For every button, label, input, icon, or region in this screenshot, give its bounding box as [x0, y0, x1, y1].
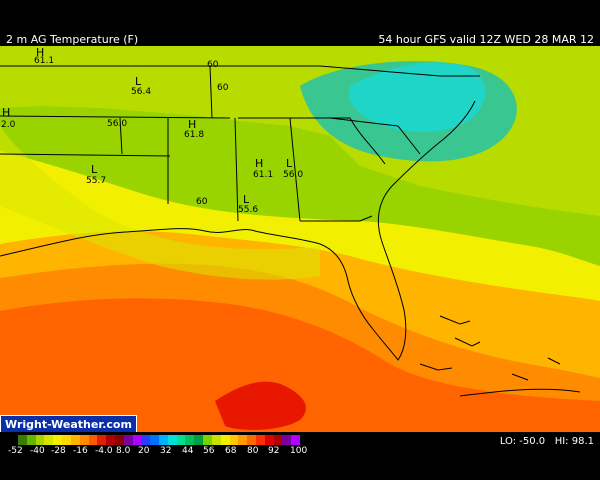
color-swatch: [26, 435, 36, 445]
color-swatch: [185, 435, 195, 445]
tick-label: 8.0: [116, 446, 131, 456]
color-swatch: [238, 435, 248, 445]
color-swatch: [132, 435, 142, 445]
color-swatch: [97, 435, 107, 445]
islands: [419, 315, 581, 397]
tick-label: 68: [225, 446, 237, 456]
tick-label: -28: [51, 446, 66, 456]
map-label: 61.1: [34, 56, 55, 66]
color-swatch: [62, 435, 71, 445]
map-label: 56.0: [107, 119, 128, 129]
color-swatch: [79, 435, 89, 445]
map-title: 2 m AG Temperature (F): [6, 33, 139, 46]
color-swatch: [211, 435, 221, 445]
color-swatch: [35, 435, 45, 445]
map-label: L: [243, 193, 250, 206]
temperature-map: [0, 46, 600, 432]
color-swatch: [194, 435, 204, 445]
color-swatch: [229, 435, 239, 445]
color-swatch: [159, 435, 168, 445]
map-label: H: [188, 118, 197, 131]
color-scale-ticks: -52 -40 -28 -16 -4.0 8.0 20 32 44 56 68 80 92 100: [0, 446, 320, 460]
map-label: L: [135, 75, 142, 88]
map-label: H: [255, 157, 264, 170]
lo-hi-stats: LO: -50.0 HI: 98.1: [500, 436, 594, 447]
tick-label: 92: [268, 446, 280, 456]
color-swatch: [70, 435, 80, 445]
tick-label: -4.0: [95, 446, 113, 456]
color-swatch: [18, 435, 27, 445]
field-orange-dark: [0, 298, 600, 432]
map-canvas: [0, 46, 600, 432]
map-outlines: [0, 65, 480, 361]
tick-label: -16: [73, 446, 88, 456]
map-label: 60: [217, 83, 229, 93]
color-swatch: [220, 435, 230, 445]
lo-value: LO: -50.0: [499, 436, 546, 447]
color-swatch: [88, 435, 98, 445]
color-swatch: [282, 435, 292, 445]
field-hot-spot: [215, 381, 306, 430]
map-label: 60: [196, 197, 208, 207]
tick-label: 56: [203, 446, 215, 456]
field-cool-core: [349, 62, 485, 133]
map-label: 61.1: [253, 170, 274, 180]
map-label: 2.0: [1, 120, 16, 130]
map-label: L: [286, 157, 293, 170]
color-swatch: [44, 435, 54, 445]
color-swatch: [264, 435, 274, 445]
color-swatch: [176, 435, 186, 445]
color-swatch: [106, 435, 115, 445]
map-label: 55.7: [86, 176, 107, 186]
map-label: 56.0: [283, 170, 304, 180]
tick-label: 32: [160, 446, 172, 456]
color-swatch: [203, 435, 212, 445]
field-transition: [0, 126, 320, 280]
map-label: 60: [207, 60, 219, 70]
tick-label: -40: [30, 446, 45, 456]
legend-bar: -52 -40 -28 -16 -4.0 8.0 20 32 44 56 68 80 92 100 LO:…: [0, 432, 600, 480]
map-label: 56.4: [131, 87, 152, 97]
color-swatch: [123, 435, 133, 445]
color-swatch: [291, 435, 300, 445]
tick-label: 20: [138, 446, 150, 456]
color-scale: [18, 435, 300, 445]
color-swatch: [141, 435, 151, 445]
color-swatch: [53, 435, 63, 445]
hi-value: HI: 98.1: [554, 436, 594, 447]
model-run-info: 54 hour GFS valid 12Z WED 28 MAR 12: [378, 33, 594, 46]
map-label: L: [91, 163, 98, 176]
tick-label: 44: [182, 446, 194, 456]
color-swatch: [114, 435, 124, 445]
map-label: 61.8: [184, 130, 205, 140]
tick-label: 100: [290, 446, 308, 456]
tick-label: 80: [247, 446, 259, 456]
tick-label: -52: [8, 446, 23, 456]
color-swatch: [255, 435, 265, 445]
color-swatch: [273, 435, 283, 445]
header-bar: 2 m AG Temperature (F) 54 hour GFS valid…: [0, 0, 600, 46]
map-label: H: [36, 46, 45, 59]
map-label: H: [2, 106, 11, 119]
color-swatch: [150, 435, 159, 445]
color-swatch: [167, 435, 177, 445]
map-label: 55.6: [238, 205, 259, 215]
color-swatch: [247, 435, 256, 445]
